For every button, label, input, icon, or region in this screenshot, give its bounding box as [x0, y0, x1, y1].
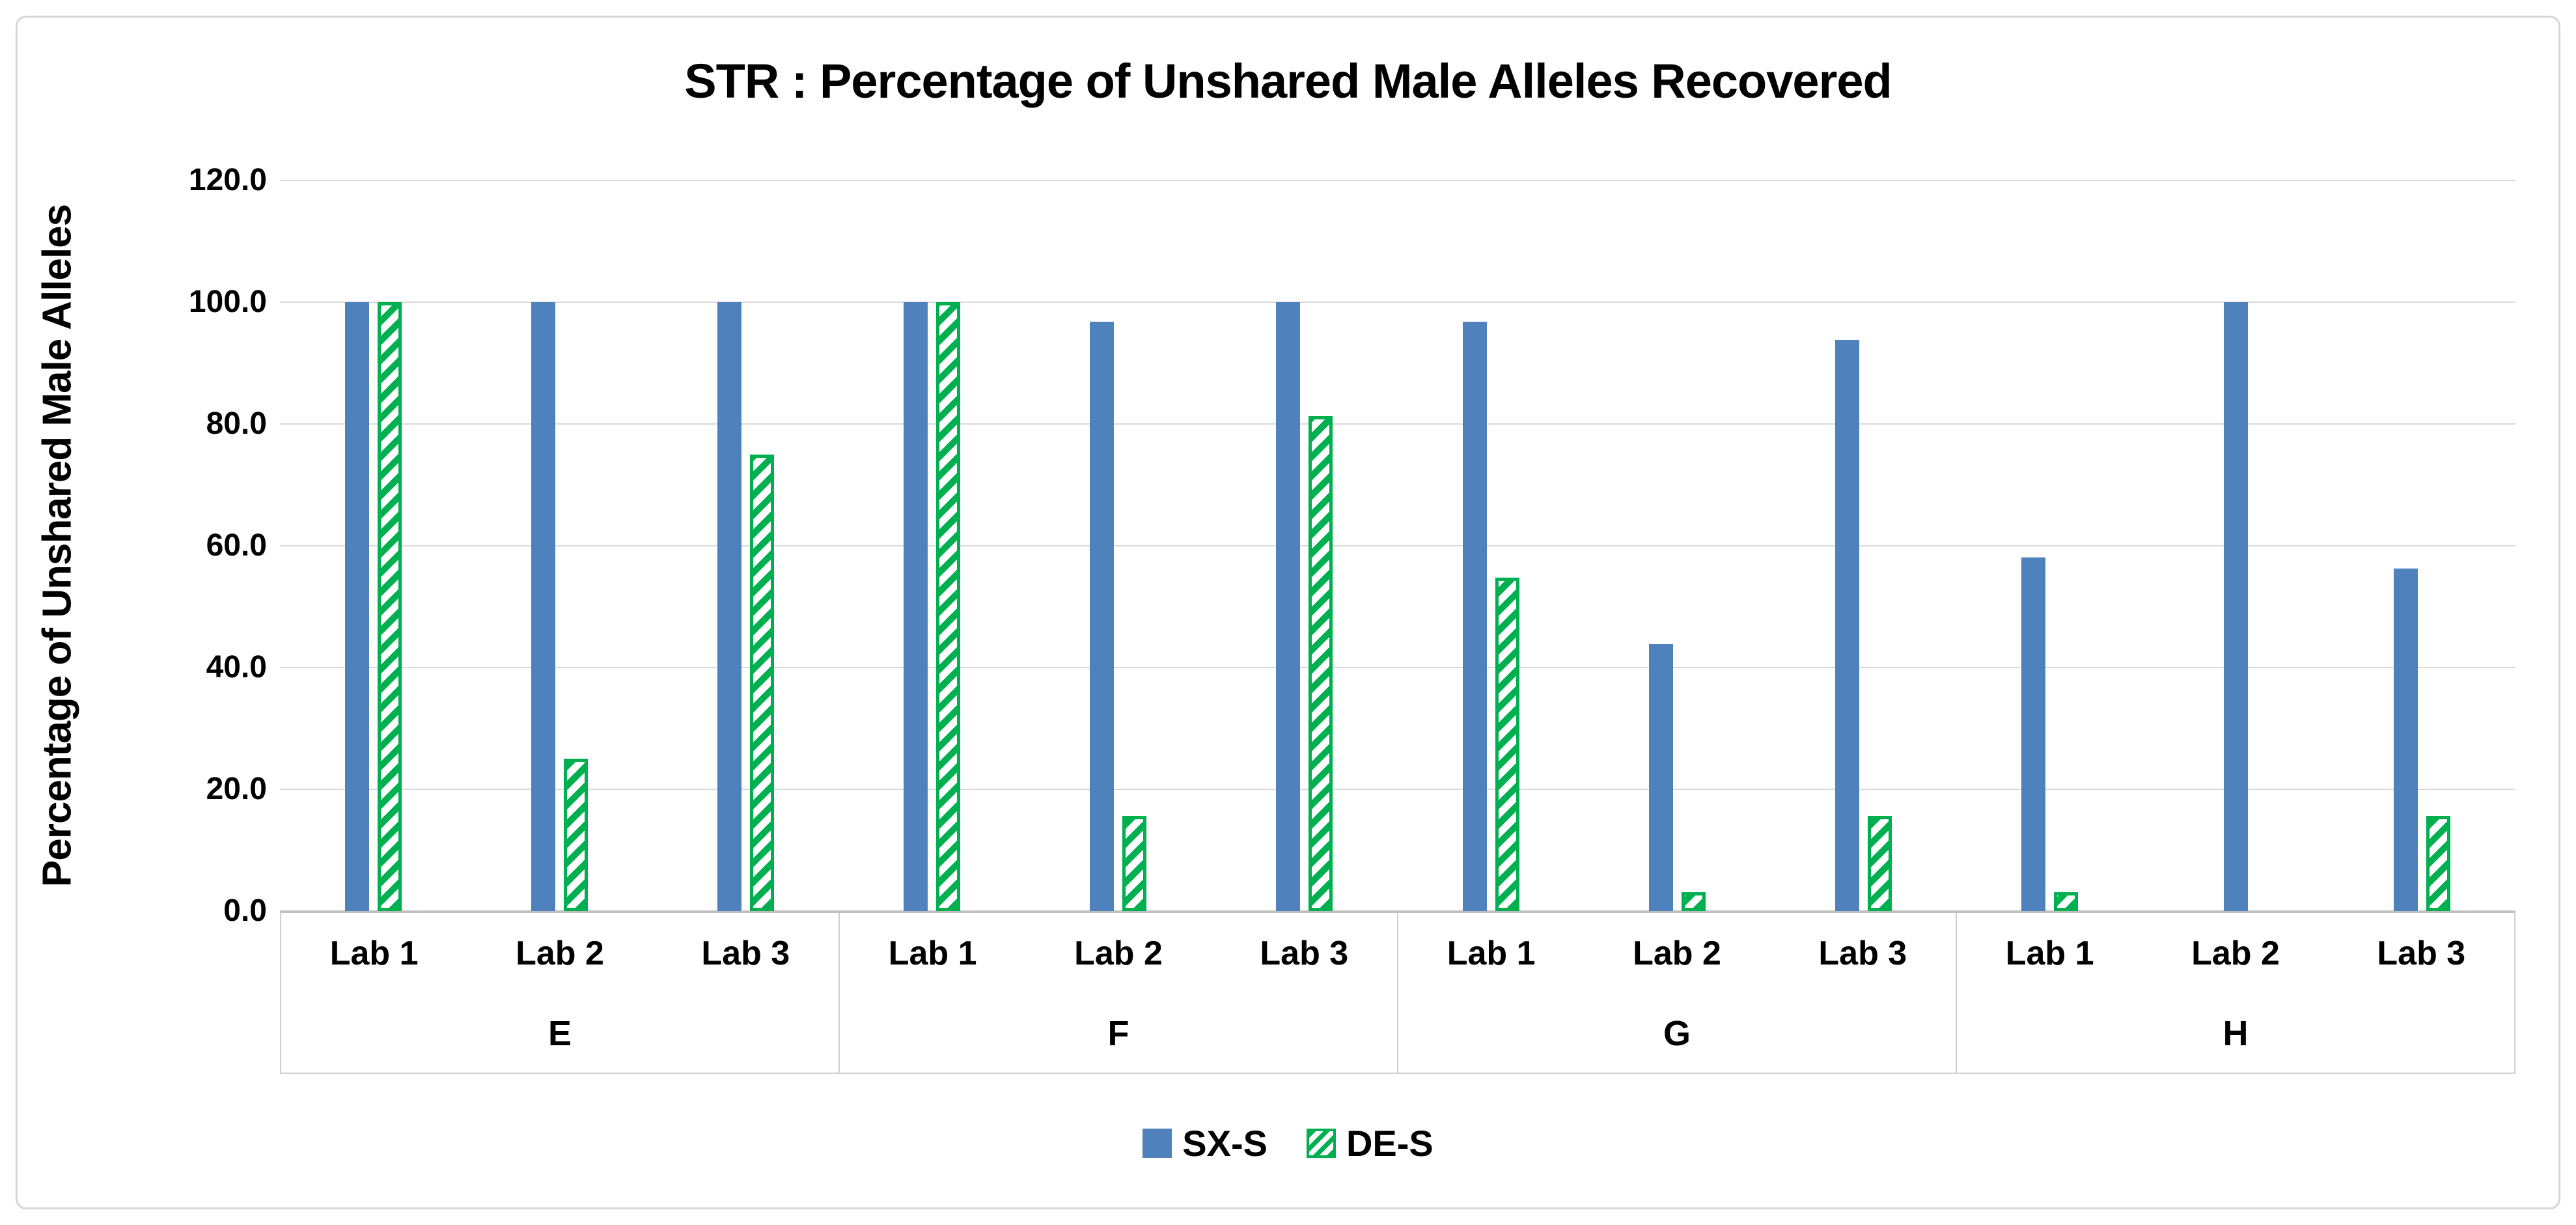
x-tick-label-h-lab-2: Lab 2 — [2191, 935, 2280, 972]
bar-sx-s-e-lab-3 — [717, 302, 741, 911]
bar-de-s-g-lab-2 — [1681, 892, 1706, 911]
group-cell-h: Lab 1 Lab 2 Lab 3 H — [1956, 913, 2514, 1073]
group-cell-e: Lab 1 Lab 2 Lab 3 E — [281, 913, 838, 1073]
legend-item-de-s: DE-S — [1306, 1122, 1433, 1164]
x-axis-label-box: Lab 1 Lab 2 Lab 3 E Lab 1 Lab 2 Lab 3 F Lab 1 Lab… — [280, 911, 2515, 1074]
bar-sx-s-g-lab-1 — [1462, 322, 1487, 911]
bar-slot-h-lab-2 — [2143, 302, 2329, 911]
y-tick-label-120-0: 120.0 — [188, 163, 267, 197]
bar-de-s-g-lab-3 — [1867, 816, 1892, 911]
legend-swatch-sx-s — [1143, 1128, 1172, 1158]
group-label-g: G — [1663, 1013, 1691, 1053]
y-tick-label-20-0: 20.0 — [206, 772, 267, 806]
y-tick-label-60-0: 60.0 — [206, 528, 267, 563]
x-tick-label-f-lab-3: Lab 3 — [1260, 935, 1349, 972]
bar-sx-s-h-lab-2 — [2224, 302, 2249, 911]
bar-sx-s-e-lab-2 — [531, 302, 555, 911]
bar-de-s-g-lab-1 — [1495, 578, 1519, 911]
bar-slot-h-lab-3 — [2329, 569, 2515, 911]
legend-swatch-de-s — [1306, 1128, 1336, 1158]
y-tick-label-80-0: 80.0 — [206, 406, 267, 441]
x-tick-label-e-lab-3: Lab 3 — [701, 935, 790, 972]
plot-area — [280, 180, 2515, 912]
bar-sx-s-e-lab-1 — [344, 302, 369, 911]
group-label-h: H — [2223, 1013, 2249, 1053]
gridline-60-0 — [280, 545, 2515, 546]
legend: SX-S DE-S — [0, 1115, 2576, 1171]
group-cell-f: Lab 1 Lab 2 Lab 3 F — [838, 913, 1397, 1073]
category-label-row-e: Lab 1 Lab 2 Lab 3 — [281, 913, 838, 994]
legend-item-sx-s: SX-S — [1143, 1122, 1267, 1164]
y-tick-label-100-0: 100.0 — [188, 285, 267, 319]
gridline-100-0 — [280, 302, 2515, 303]
group-label-e: E — [547, 1013, 572, 1053]
bar-de-s-f-lab-1 — [936, 302, 961, 911]
bar-de-s-f-lab-2 — [1122, 816, 1147, 911]
bar-slot-e-lab-2 — [466, 302, 652, 911]
gridline-20-0 — [280, 789, 2515, 790]
x-tick-label-g-lab-2: Lab 2 — [1633, 935, 1721, 972]
bar-slot-g-lab-1 — [1398, 322, 1584, 911]
y-axis-title: Percentage of Unshared Male Alleles — [35, 204, 80, 888]
gridline-80-0 — [280, 423, 2515, 425]
gridline-40-0 — [280, 667, 2515, 668]
bar-slot-e-lab-3 — [652, 302, 838, 911]
bar-sx-s-g-lab-2 — [1648, 644, 1673, 911]
chart-title: STR : Percentage of Unshared Male Allele… — [684, 54, 1892, 108]
bar-de-s-h-lab-1 — [2054, 892, 2079, 911]
category-label-row-g: Lab 1 Lab 2 Lab 3 — [1398, 913, 1956, 994]
y-tick-label-0-0: 0.0 — [223, 894, 267, 928]
x-tick-label-f-lab-2: Lab 2 — [1074, 935, 1163, 972]
gridline-120-0 — [280, 180, 2515, 181]
legend-label-sx-s: SX-S — [1182, 1122, 1267, 1164]
bar-sx-s-h-lab-3 — [2394, 569, 2418, 911]
x-tick-label-e-lab-1: Lab 1 — [329, 935, 419, 972]
bar-de-s-e-lab-2 — [563, 759, 588, 911]
y-tick-label-40-0: 40.0 — [206, 650, 267, 684]
bar-sx-s-f-lab-2 — [1090, 322, 1115, 911]
group-label-f: F — [1107, 1013, 1129, 1053]
bar-de-s-e-lab-3 — [749, 455, 774, 911]
bar-sx-s-h-lab-1 — [2021, 557, 2046, 911]
bar-de-s-e-lab-1 — [377, 302, 402, 911]
x-tick-label-g-lab-3: Lab 3 — [1818, 935, 1907, 972]
bar-slot-h-lab-1 — [1957, 557, 2143, 911]
bar-sx-s-f-lab-3 — [1276, 302, 1301, 911]
bar-de-s-h-lab-3 — [2426, 816, 2451, 911]
x-tick-label-f-lab-1: Lab 1 — [888, 935, 977, 972]
bar-sx-s-f-lab-1 — [904, 302, 928, 911]
bar-de-s-f-lab-3 — [1309, 416, 1333, 911]
x-tick-label-h-lab-1: Lab 1 — [2005, 935, 2094, 972]
legend-label-de-s: DE-S — [1346, 1122, 1433, 1164]
bar-slot-f-lab-2 — [1025, 322, 1212, 911]
x-tick-label-g-lab-1: Lab 1 — [1447, 935, 1536, 972]
bar-slot-f-lab-1 — [839, 302, 1025, 911]
x-tick-label-h-lab-3: Lab 3 — [2377, 935, 2466, 972]
category-label-row-h: Lab 1 Lab 2 Lab 3 — [1957, 913, 2514, 994]
category-label-row-f: Lab 1 Lab 2 Lab 3 — [840, 913, 1397, 994]
bar-slot-f-lab-3 — [1212, 302, 1398, 911]
bar-slot-e-lab-1 — [280, 302, 466, 911]
bar-slot-g-lab-2 — [1584, 644, 1770, 911]
bar-sx-s-g-lab-3 — [1835, 340, 1859, 911]
x-tick-label-e-lab-2: Lab 2 — [516, 935, 604, 972]
group-cell-g: Lab 1 Lab 2 Lab 3 G — [1397, 913, 1956, 1073]
bar-slot-g-lab-3 — [1770, 340, 1956, 911]
